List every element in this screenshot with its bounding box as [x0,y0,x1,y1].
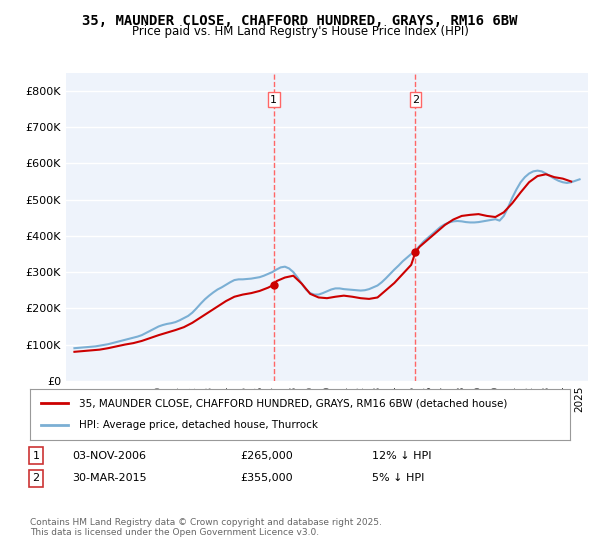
Text: HPI: Average price, detached house, Thurrock: HPI: Average price, detached house, Thur… [79,421,317,431]
Text: 2: 2 [32,473,40,483]
Text: 2: 2 [412,95,419,105]
Text: £355,000: £355,000 [240,473,293,483]
Text: 5% ↓ HPI: 5% ↓ HPI [372,473,424,483]
Text: Price paid vs. HM Land Registry's House Price Index (HPI): Price paid vs. HM Land Registry's House … [131,25,469,38]
Text: 03-NOV-2006: 03-NOV-2006 [72,451,146,461]
Text: 35, MAUNDER CLOSE, CHAFFORD HUNDRED, GRAYS, RM16 6BW: 35, MAUNDER CLOSE, CHAFFORD HUNDRED, GRA… [82,14,518,28]
Text: 1: 1 [270,95,277,105]
Text: 1: 1 [32,451,40,461]
Text: Contains HM Land Registry data © Crown copyright and database right 2025.
This d: Contains HM Land Registry data © Crown c… [30,518,382,538]
Text: 12% ↓ HPI: 12% ↓ HPI [372,451,431,461]
Text: £265,000: £265,000 [240,451,293,461]
Text: 35, MAUNDER CLOSE, CHAFFORD HUNDRED, GRAYS, RM16 6BW (detached house): 35, MAUNDER CLOSE, CHAFFORD HUNDRED, GRA… [79,398,507,408]
Text: 30-MAR-2015: 30-MAR-2015 [72,473,146,483]
